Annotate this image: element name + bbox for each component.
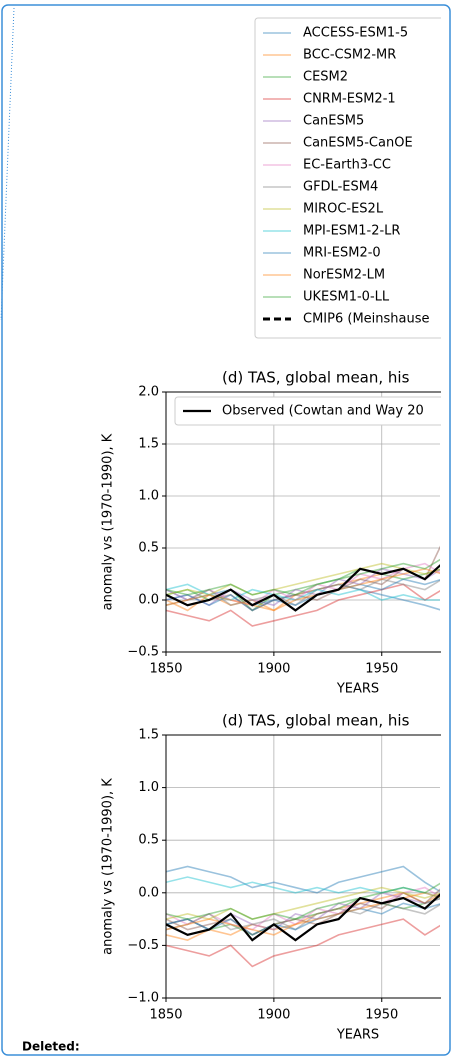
x-axis-label: YEARS bbox=[336, 682, 379, 697]
legend-label: CESM2 bbox=[303, 70, 348, 85]
y-axis-label: anomaly vs (1970-1990), K bbox=[101, 433, 116, 610]
x-axis-label: YEARS bbox=[336, 1028, 379, 1043]
axes-frame bbox=[165, 734, 441, 999]
plot-area bbox=[166, 735, 440, 998]
model-line bbox=[166, 886, 440, 931]
y-tick-label: 0.5 bbox=[138, 541, 159, 556]
x-tick-label: 1850 bbox=[149, 662, 182, 677]
model-line bbox=[166, 876, 440, 899]
legend-label: NorESM2-LM bbox=[303, 268, 385, 283]
model-line bbox=[166, 558, 440, 596]
model-line bbox=[166, 918, 440, 968]
legend-label: CMIP6 (Meinshause bbox=[303, 312, 430, 327]
legend-label: BCC-CSM2-MR bbox=[303, 48, 396, 63]
model-line bbox=[166, 891, 440, 941]
legend bbox=[254, 17, 441, 339]
y-tick-label: 1.5 bbox=[138, 728, 159, 743]
figure: 1850 1900 1950 −0.5 0.0 0.5 1.0 1.5 2.0 (d) TAS, … bbox=[101, 17, 441, 1043]
y-tick-label: 0.0 bbox=[138, 593, 159, 608]
axes-frame bbox=[165, 391, 441, 653]
legend-label: CanESM5-CanOE bbox=[303, 136, 413, 151]
chart-title: (d) TAS, global mean, his bbox=[222, 712, 410, 730]
legend-label: MPI-ESM1-2-LR bbox=[303, 224, 400, 239]
y-axis-label: anomaly vs (1970-1990), K bbox=[101, 778, 116, 955]
model-line bbox=[166, 888, 440, 936]
legend-label: GFDL-ESM4 bbox=[303, 180, 378, 195]
chart: 1850 1900 1950 −1.0 −0.5 0.0 0.5 1.0 1.5 (d) TAS,… bbox=[101, 712, 441, 1043]
y-tick-label: −0.5 bbox=[127, 938, 159, 953]
observed-line bbox=[166, 564, 440, 612]
observed-line bbox=[166, 893, 440, 942]
plot-area bbox=[166, 392, 440, 652]
plot-lines bbox=[166, 545, 440, 627]
model-line bbox=[166, 583, 440, 611]
x-tick-label: 1950 bbox=[365, 662, 398, 677]
model-line bbox=[166, 897, 440, 936]
legend-label: EC-Earth3-CC bbox=[303, 158, 391, 173]
model-line bbox=[166, 583, 440, 601]
inset-legend bbox=[174, 396, 441, 426]
legend-label: Observed (Cowtan and Way 20 bbox=[222, 404, 424, 419]
legend-label: ACCESS-ESM1-5 bbox=[303, 26, 408, 41]
legend-label: MIROC-ES2L bbox=[303, 202, 384, 217]
plot-lines bbox=[166, 865, 440, 968]
connector bbox=[0, 7, 15, 321]
x-tick-label: 1950 bbox=[365, 1008, 398, 1023]
y-tick-label: 1.5 bbox=[138, 437, 159, 452]
x-tick-label: 1900 bbox=[257, 662, 290, 677]
legend-label: CNRM-ESM2-1 bbox=[303, 92, 396, 107]
model-line bbox=[166, 567, 440, 612]
y-tick-label: 1.0 bbox=[138, 780, 159, 795]
legend-label: CanESM5 bbox=[303, 114, 364, 129]
y-tick-label: 2.0 bbox=[138, 385, 159, 400]
x-tick-label: 1900 bbox=[257, 1008, 290, 1023]
y-tick-label: 0.5 bbox=[138, 833, 159, 848]
footer-label: Deleted: bbox=[22, 1040, 80, 1054]
x-tick-label: 1850 bbox=[149, 1008, 182, 1023]
model-line bbox=[166, 578, 440, 607]
model-line bbox=[166, 886, 440, 920]
chart-title: (d) TAS, global mean, his bbox=[222, 369, 410, 387]
model-line bbox=[166, 578, 440, 612]
model-line bbox=[166, 583, 440, 627]
model-line bbox=[166, 562, 440, 596]
model-line bbox=[166, 902, 440, 931]
legend-label: MRI-ESM2-0 bbox=[303, 246, 381, 261]
y-tick-label: 1.0 bbox=[138, 489, 159, 504]
chart: 1850 1900 1950 −0.5 0.0 0.5 1.0 1.5 2.0 (d) TAS, … bbox=[101, 17, 441, 697]
y-tick-label: 0.0 bbox=[138, 885, 159, 900]
comment-border bbox=[1, 4, 451, 1056]
y-tick-label: −0.5 bbox=[127, 645, 159, 660]
legend-label: UKESM1-0-LL bbox=[303, 290, 390, 305]
y-tick-label: −1.0 bbox=[127, 991, 159, 1006]
model-line bbox=[166, 882, 440, 920]
model-line bbox=[166, 567, 440, 607]
model-line bbox=[166, 865, 440, 894]
